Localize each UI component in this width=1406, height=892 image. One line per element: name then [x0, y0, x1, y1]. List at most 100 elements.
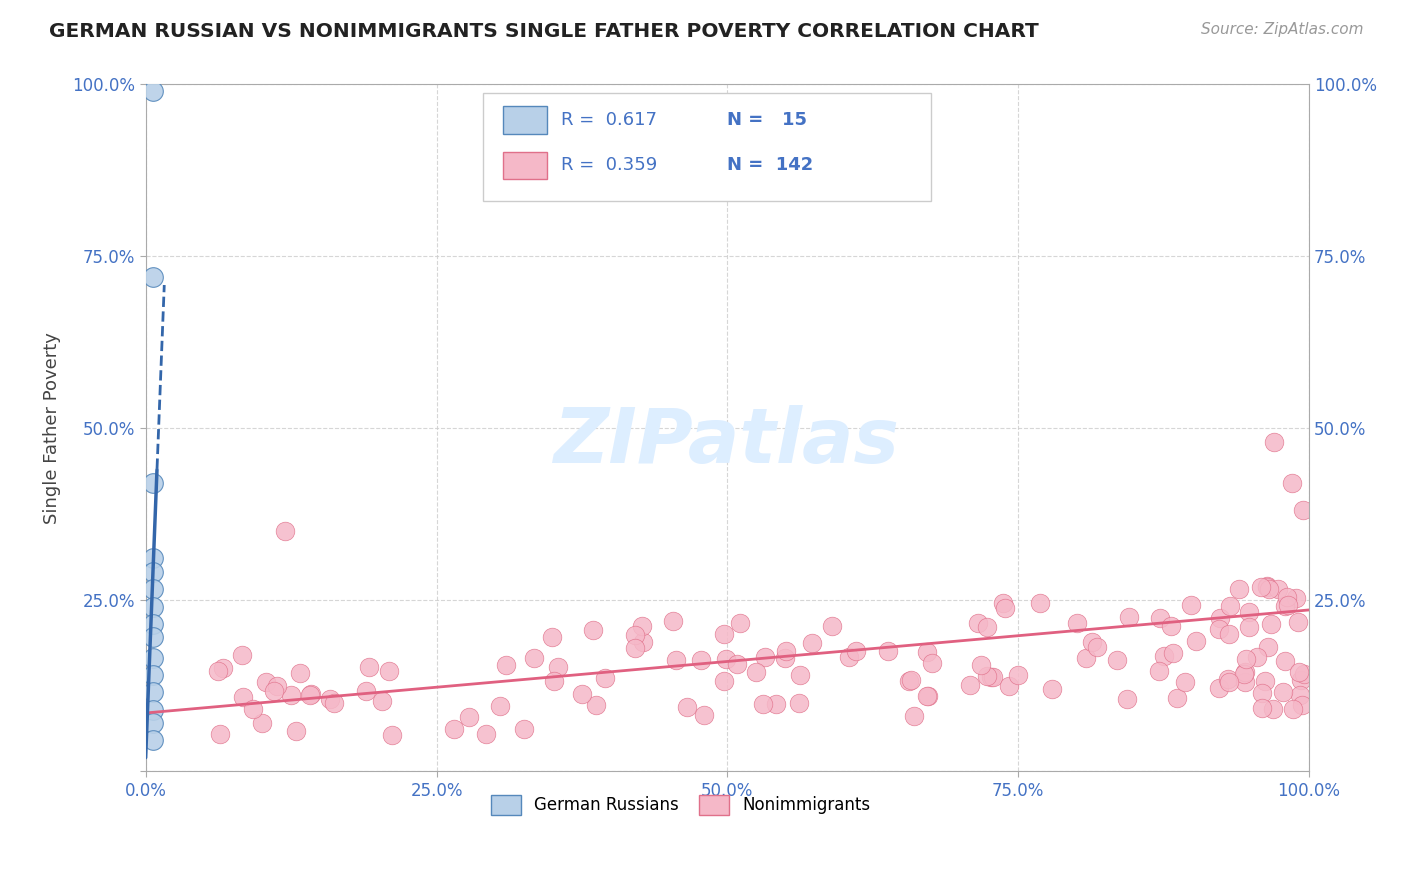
Text: N =   15: N = 15 [727, 112, 807, 129]
Text: N =  142: N = 142 [727, 156, 814, 175]
Point [142, 84, 165, 98]
Point [142, 551, 165, 566]
Point [288, 665, 311, 680]
Point [820, 619, 842, 633]
Point [900, 673, 922, 687]
Point [495, 658, 517, 673]
Point [1234, 652, 1257, 666]
FancyBboxPatch shape [503, 152, 547, 179]
Point [1149, 664, 1171, 678]
Point [1277, 598, 1299, 612]
Point [1233, 665, 1256, 680]
Point [728, 615, 751, 630]
Point [1261, 702, 1284, 716]
Point [1208, 622, 1230, 636]
Point [1294, 666, 1316, 681]
Point [1246, 650, 1268, 665]
Point [976, 620, 998, 634]
Point [1256, 580, 1278, 594]
Point [1254, 673, 1277, 688]
Point [1285, 591, 1308, 606]
Point [142, 582, 165, 597]
Point [1289, 673, 1312, 687]
Point [319, 692, 342, 706]
Point [662, 614, 685, 628]
Point [378, 664, 401, 678]
Point [1118, 610, 1140, 624]
Point [1281, 475, 1303, 490]
Point [725, 657, 748, 671]
Point [1275, 590, 1298, 604]
Point [232, 690, 254, 704]
Point [354, 684, 377, 698]
Point [1066, 616, 1088, 631]
Point [274, 524, 297, 538]
Point [142, 475, 165, 490]
Point [209, 727, 232, 741]
Point [1250, 686, 1272, 700]
Point [773, 650, 796, 665]
Point [523, 650, 546, 665]
Point [713, 674, 735, 689]
Point [1076, 650, 1098, 665]
Point [593, 671, 616, 685]
Point [211, 661, 233, 675]
Point [624, 628, 647, 642]
Point [474, 727, 496, 741]
Point [693, 708, 716, 723]
Point [1233, 675, 1256, 690]
Point [142, 668, 165, 682]
Point [845, 644, 868, 658]
Point [1218, 675, 1240, 690]
Point [970, 657, 993, 672]
Point [142, 651, 165, 665]
Point [582, 623, 605, 637]
Point [765, 698, 787, 712]
Point [959, 678, 981, 692]
Text: ZIPatlas: ZIPatlas [554, 405, 900, 479]
Point [263, 684, 285, 698]
Point [1237, 605, 1260, 619]
Point [285, 724, 308, 739]
Point [713, 626, 735, 640]
Point [1274, 599, 1296, 613]
Point [142, 733, 165, 747]
Point [752, 697, 775, 711]
Point [1233, 666, 1256, 681]
Point [254, 674, 277, 689]
Point [1260, 617, 1282, 632]
Point [207, 664, 229, 678]
Point [1153, 649, 1175, 664]
Point [1257, 640, 1279, 655]
Point [142, 631, 165, 645]
Point [921, 657, 943, 671]
Point [991, 596, 1014, 610]
Point [1274, 654, 1296, 668]
Text: GERMAN RUSSIAN VS NONIMMIGRANTS SINGLE FATHER POVERTY CORRELATION CHART: GERMAN RUSSIAN VS NONIMMIGRANTS SINGLE F… [49, 22, 1039, 41]
Point [359, 659, 381, 673]
Point [1219, 599, 1241, 614]
Point [585, 698, 607, 712]
Point [443, 722, 465, 736]
Point [513, 722, 536, 736]
Point [142, 685, 165, 699]
Point [966, 616, 988, 631]
Point [242, 702, 264, 716]
Point [1271, 685, 1294, 699]
Point [1180, 598, 1202, 612]
Point [676, 700, 699, 714]
Point [299, 689, 322, 703]
Point [142, 565, 165, 579]
Point [1237, 620, 1260, 634]
Point [547, 659, 569, 673]
Point [631, 635, 654, 649]
Text: Source: ZipAtlas.com: Source: ZipAtlas.com [1201, 22, 1364, 37]
Point [1007, 668, 1029, 682]
Point [775, 644, 797, 658]
Point [1107, 653, 1129, 667]
FancyBboxPatch shape [503, 106, 547, 134]
Point [980, 670, 1002, 684]
Point [142, 599, 165, 614]
Point [981, 670, 1004, 684]
Legend: German Russians, Nonimmigrants: German Russians, Nonimmigrants [482, 787, 879, 823]
